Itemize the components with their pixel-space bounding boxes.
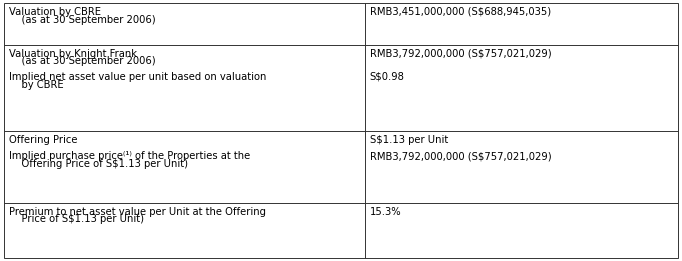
Text: RMB3,792,000,000 (S$757,021,029): RMB3,792,000,000 (S$757,021,029): [370, 49, 551, 58]
Text: RMB3,792,000,000 (S$757,021,029): RMB3,792,000,000 (S$757,021,029): [370, 151, 551, 161]
Text: RMB3,451,000,000 (S$688,945,035): RMB3,451,000,000 (S$688,945,035): [370, 7, 551, 17]
Text: (as at 30 September 2006): (as at 30 September 2006): [9, 15, 155, 25]
Text: Implied net asset value per unit based on valuation: Implied net asset value per unit based o…: [9, 72, 267, 82]
Text: Valuation by CBRE: Valuation by CBRE: [9, 7, 101, 17]
Text: Offering Price: Offering Price: [9, 135, 78, 145]
Text: Premium to net asset value per Unit at the Offering: Premium to net asset value per Unit at t…: [9, 207, 266, 217]
Text: (as at 30 September 2006): (as at 30 September 2006): [9, 56, 155, 66]
Text: S$0.98: S$0.98: [370, 72, 404, 82]
Text: Valuation by Knight Frank: Valuation by Knight Frank: [9, 49, 137, 58]
Text: Implied purchase price⁽¹⁾ of the Properties at the: Implied purchase price⁽¹⁾ of the Propert…: [9, 151, 250, 161]
Text: by CBRE: by CBRE: [9, 80, 63, 90]
Text: 15.3%: 15.3%: [370, 207, 401, 217]
Text: Price of S$1.13 per Unit): Price of S$1.13 per Unit): [9, 215, 144, 224]
Text: S$1.13 per Unit: S$1.13 per Unit: [370, 135, 448, 145]
Text: Offering Price of S$1.13 per Unit): Offering Price of S$1.13 per Unit): [9, 159, 188, 169]
